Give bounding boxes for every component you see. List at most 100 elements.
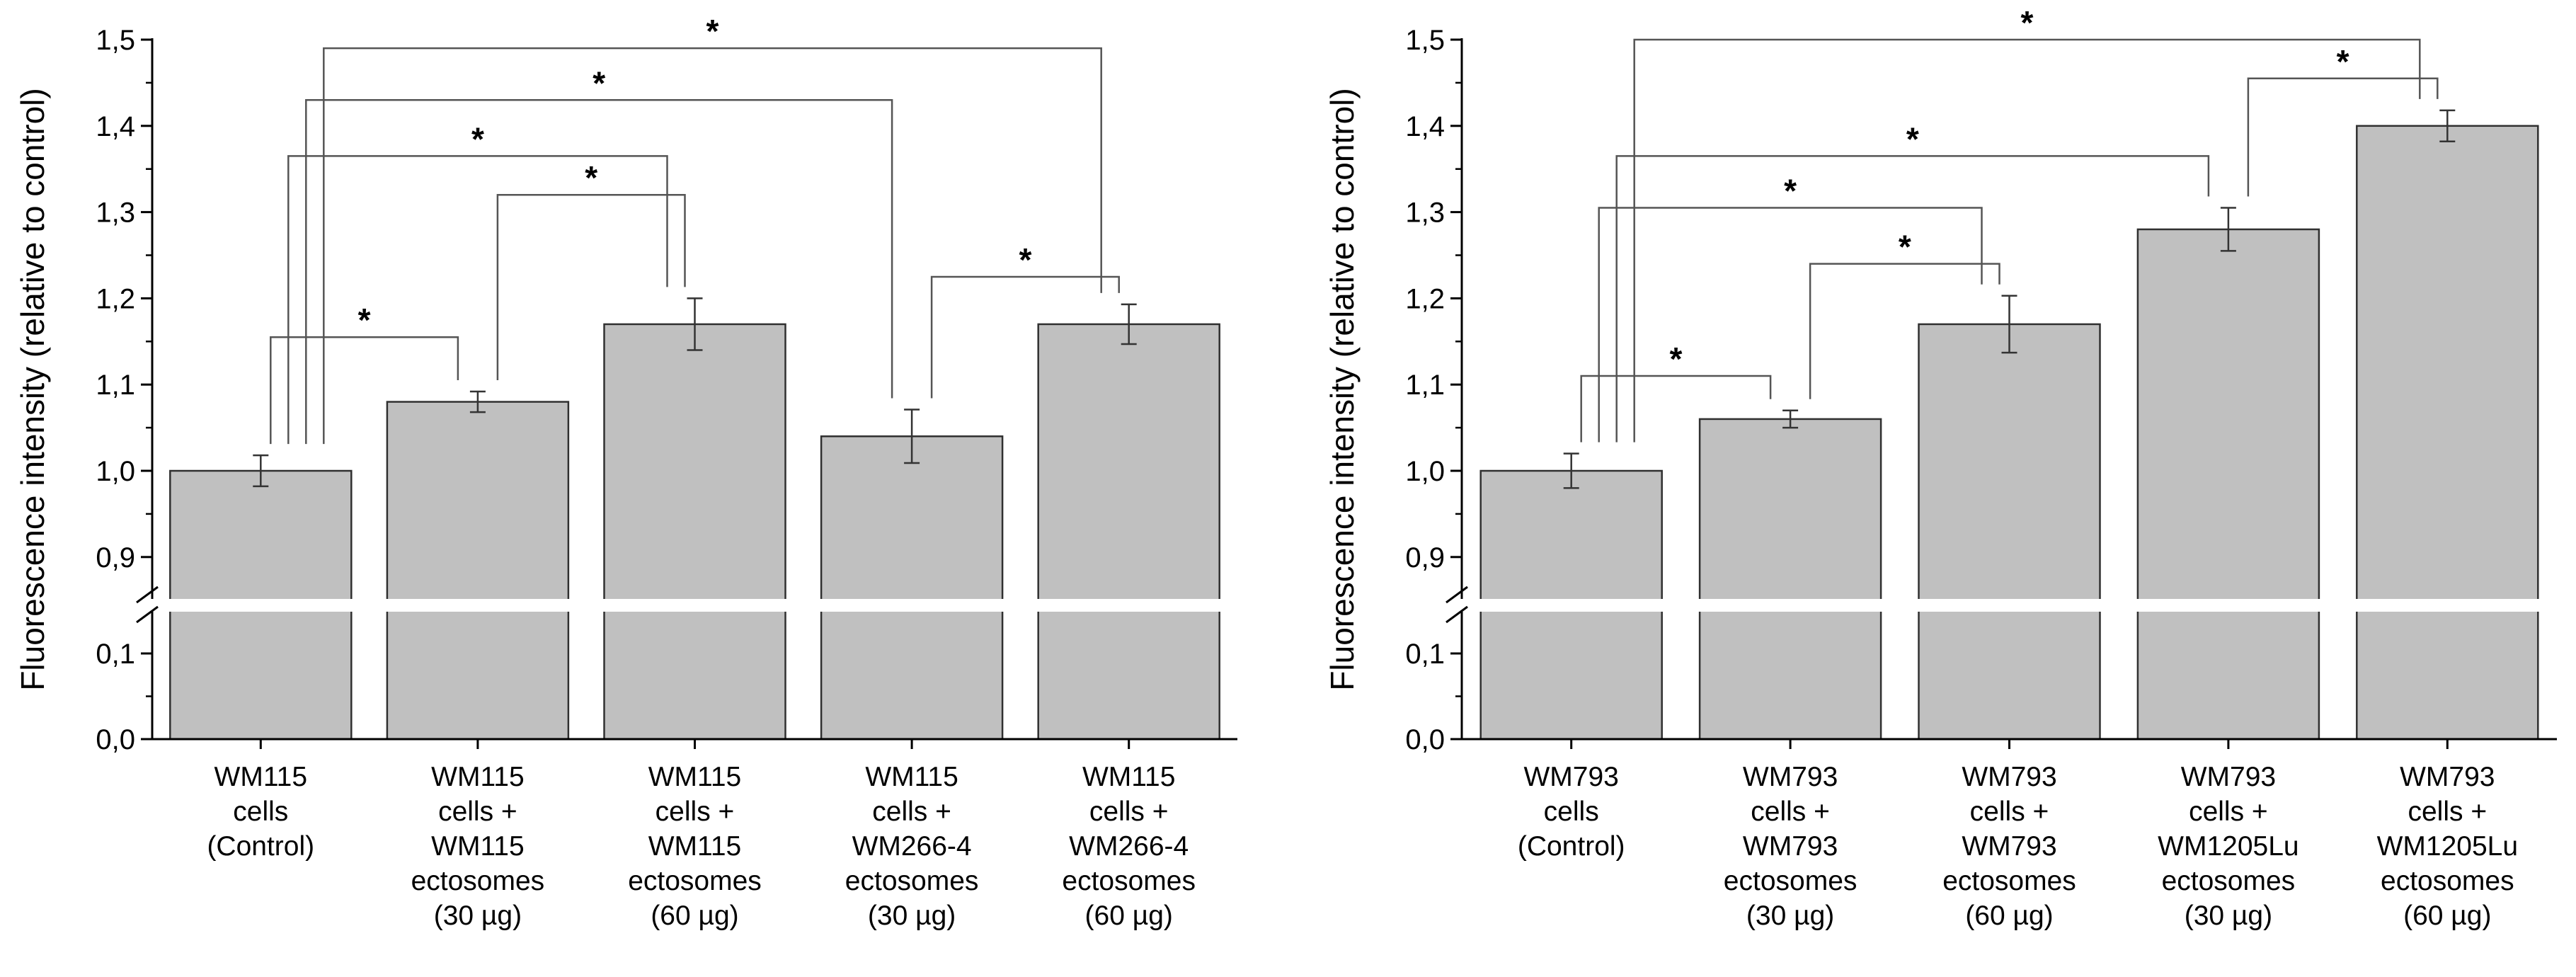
bar-4	[820, 435, 1004, 741]
bar-2	[386, 401, 570, 741]
y-tick-label: 1,2	[1405, 283, 1445, 314]
significance-bracket-2: *	[1809, 229, 2000, 399]
error-bar-1	[1563, 452, 1579, 489]
significance-bracket-line	[287, 155, 668, 445]
x-category-label-line: (60 µg)	[1965, 901, 2053, 931]
x-category-label-line: WM266-4	[852, 831, 972, 862]
x-category-label-line: (60 µg)	[651, 901, 738, 931]
significance-star: *	[2021, 4, 2034, 41]
axis-break-mark-lower	[136, 605, 159, 624]
x-category-label-line: WM793	[1962, 762, 2056, 792]
error-bar-3	[687, 297, 703, 351]
y-tick-label: 1,3	[96, 198, 135, 229]
x-category-label-line: (30 µg)	[434, 901, 522, 931]
significance-star: *	[1669, 341, 1682, 377]
x-category-label-line: WM115	[431, 762, 524, 792]
x-category-label-line: cells +	[438, 796, 517, 827]
significance-star: *	[1784, 173, 1797, 210]
x-category-label-line: cells	[233, 796, 288, 827]
x-category-label-line: WM793	[1524, 762, 1619, 792]
y-axis-label: Fluorescence intensity (relative to cont…	[14, 88, 51, 690]
x-category-label-line: cells +	[872, 796, 951, 827]
x-category-label-line: ectosomes	[1062, 866, 1196, 896]
x-category-label-line: WM115	[1082, 762, 1175, 792]
significance-bracket-line	[496, 193, 686, 380]
x-category-label-line: cells +	[2408, 796, 2487, 827]
x-category-label-line: ectosomes	[411, 866, 545, 896]
chart-panel-left: 0,0 0,1 0,9 1,0 1,1 1,2 1,3 1,4 1,5 Fluorescence …	[14, 13, 1239, 931]
x-category-label-line: WM115	[648, 762, 741, 792]
error-bar-5	[2439, 109, 2456, 142]
y-tick-label: 0,1	[96, 639, 135, 670]
chart-panel-right: 0,0 0,1 0,9 1,0 1,1 1,2 1,3 1,4 1,5 Fluorescence …	[1324, 4, 2558, 931]
x-category-label-line: cells +	[1089, 796, 1169, 827]
significance-star: *	[1019, 241, 1031, 278]
significance-bracket-line	[1615, 155, 2210, 442]
y-tick-label: 1,1	[96, 370, 135, 401]
x-category-label-line: cells +	[656, 796, 735, 827]
x-category-label-line: WM793	[1743, 762, 1838, 792]
x-category-label-line: (30 µg)	[2185, 901, 2272, 931]
significance-bracket-line	[1633, 38, 2421, 442]
significance-bracket-5: *	[305, 64, 893, 445]
x-category-label-line: WM793	[2181, 762, 2276, 792]
x-category-label-line: WM1205Lu	[2377, 831, 2518, 862]
x-category-label-line: (60 µg)	[2403, 901, 2491, 931]
x-category-label-line: cells +	[2189, 796, 2268, 827]
x-category-label-4: WM793 cells + WM1205Lu ectosomes (30 µg)	[2158, 762, 2299, 931]
y-tick-label: 1,5	[96, 25, 135, 56]
significance-bracket-line	[323, 47, 1102, 445]
x-category-label-line: cells +	[1970, 796, 2049, 827]
x-category-label-line: ectosomes	[2162, 866, 2296, 896]
significance-bracket-3: *	[930, 241, 1120, 399]
significance-bracket-2: *	[496, 159, 686, 380]
x-category-label-line: (30 µg)	[1746, 901, 1834, 931]
x-category-label-2: WM793 cells + WM793 ectosomes (30 µg)	[1724, 762, 1857, 931]
significance-bracket-6: *	[323, 13, 1102, 445]
bar-5	[1037, 323, 1220, 741]
y-tick-label: 1,4	[1405, 111, 1445, 142]
x-category-label-line: ectosomes	[2381, 866, 2514, 896]
significance-bracket-6: *	[1633, 4, 2421, 442]
significance-bracket-4: *	[287, 120, 668, 445]
significance-star: *	[1906, 120, 1919, 157]
x-category-label-line: ectosomes	[845, 866, 979, 896]
y-axis-label: Fluorescence intensity (relative to cont…	[1324, 88, 1361, 690]
significance-bracket-line	[2247, 77, 2439, 197]
bar-4	[2136, 228, 2320, 741]
significance-bracket-line	[1580, 375, 1772, 442]
x-category-label-4: WM115 cells + WM266-4 ectosomes (30 µg)	[845, 762, 979, 931]
x-category-label-line: ectosomes	[1942, 866, 2076, 896]
significance-bracket-line	[1598, 207, 1983, 442]
significance-star: *	[585, 159, 597, 196]
x-category-label-line: ectosomes	[628, 866, 762, 896]
significance-bracket-5: *	[2247, 43, 2439, 197]
x-category-label-line: WM793	[1743, 831, 1838, 862]
x-category-label-line: (Control)	[207, 831, 314, 862]
x-category-label-line: WM115	[648, 831, 741, 862]
axis-break-mark-upper	[1446, 585, 1468, 604]
significance-bracket-1: *	[270, 302, 459, 445]
significance-star: *	[471, 120, 484, 157]
significance-bracket-line	[305, 99, 893, 445]
significance-star: *	[1899, 229, 1911, 265]
x-category-label-line: WM266-4	[1069, 831, 1189, 862]
significance-star: *	[593, 64, 605, 101]
x-category-label-line: WM793	[1962, 831, 2056, 862]
bar-3	[603, 323, 786, 741]
significance-bracket-line	[270, 336, 459, 445]
x-category-label-5: WM115 cells + WM266-4 ectosomes (60 µg)	[1062, 762, 1196, 931]
axis-break-mark-lower	[1446, 605, 1468, 624]
x-category-label-line: WM115	[214, 762, 307, 792]
y-tick-label: 0,9	[1405, 542, 1445, 573]
x-category-label-line: WM115	[431, 831, 524, 862]
error-bar-4	[2220, 207, 2236, 252]
significance-bracket-line	[930, 275, 1120, 399]
x-category-label-line: WM115	[865, 762, 958, 792]
x-category-label-1: WM793 cells (Control)	[1518, 762, 1625, 862]
axis-break-band	[142, 599, 1239, 612]
significance-bracket-1: *	[1580, 341, 1772, 442]
y-tick-label: 0,1	[1405, 639, 1445, 670]
